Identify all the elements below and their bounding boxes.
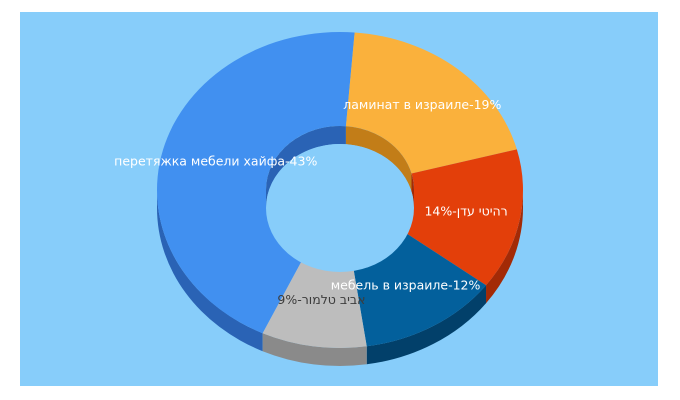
donut-hole-floor	[266, 144, 414, 272]
slice-4	[262, 248, 367, 348]
inner-wall-1	[345, 126, 412, 192]
slice-0	[156, 32, 355, 334]
slice-labels: перетяжка мебели хайфа-43% ламинат в изра…	[114, 97, 508, 307]
slice-2	[399, 149, 523, 286]
slice-side-2	[486, 190, 523, 304]
slice-label-2: רהיטי עדן-14%	[424, 203, 507, 218]
slice-label-0: перетяжка мебели хайфа-43%	[114, 154, 317, 169]
slice-label-4: אביב טלמור-9%	[277, 292, 365, 307]
slice-sides	[157, 190, 523, 367]
slice-1	[345, 32, 517, 174]
slice-label-1: ламинат в израиле-19%	[343, 97, 501, 112]
inner-wall-0	[266, 125, 346, 208]
slice-side-4	[262, 333, 367, 367]
inner-wall-2	[411, 173, 414, 208]
slice-label-3: мебель в израиле-12%	[331, 277, 481, 292]
inner-walls	[266, 125, 414, 208]
slice-side-0	[157, 190, 263, 352]
slice-side-3	[366, 285, 487, 365]
